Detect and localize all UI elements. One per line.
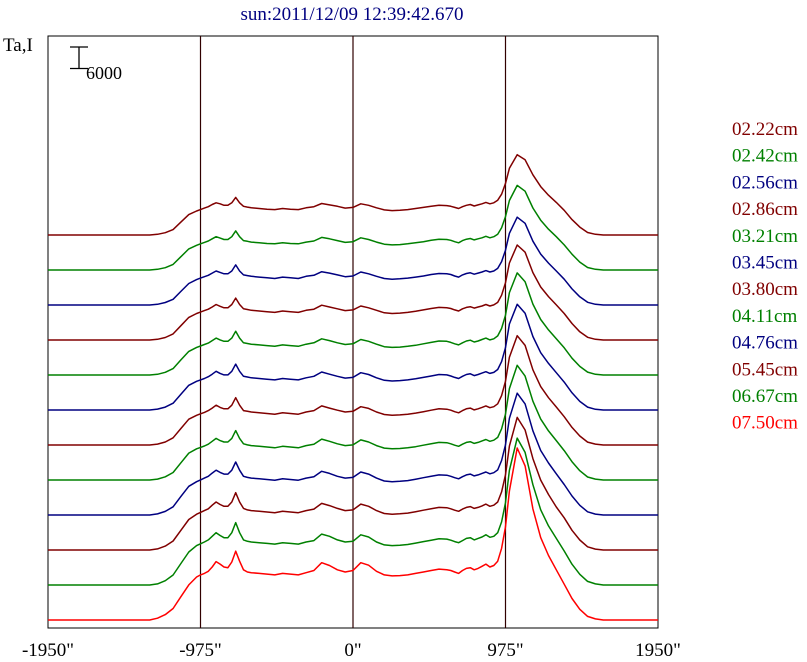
scale-bar-label: 6000 — [86, 63, 122, 83]
chart-title: sun:2011/12/09 12:39:42.670 — [240, 4, 463, 25]
series-line-05.45cm — [48, 416, 658, 551]
x-tick-labels: -1950" -975" 0" 975" 1950" — [22, 640, 681, 661]
legend-entry-03.80cm: 03.80cm — [732, 279, 798, 300]
x-tick-label-4: 1950" — [635, 640, 681, 661]
series-line-02.42cm — [48, 184, 658, 271]
legend-entry-06.67cm: 06.67cm — [732, 386, 798, 407]
series-line-06.67cm — [48, 437, 658, 586]
legend-entry-04.76cm: 04.76cm — [732, 333, 798, 354]
legend-entry-02.42cm: 02.42cm — [732, 146, 798, 167]
x-tick-label-3: 975" — [487, 640, 523, 661]
series-line-03.80cm — [48, 334, 658, 446]
y-axis-label: Ta,I — [3, 35, 33, 56]
scale-bar: 6000 — [70, 46, 122, 83]
x-tick-label-1: -975" — [179, 640, 222, 661]
legend-entry-02.22cm: 02.22cm — [732, 119, 798, 140]
legend-entry-02.56cm: 02.56cm — [732, 172, 798, 193]
legend-entry-04.11cm: 04.11cm — [732, 306, 797, 327]
legend-entry-02.86cm: 02.86cm — [732, 199, 798, 220]
x-tick-label-0: -1950" — [22, 640, 74, 661]
legend-entry-07.50cm: 07.50cm — [732, 413, 798, 434]
series-line-02.22cm — [48, 153, 658, 236]
series-line-04.76cm — [48, 392, 658, 516]
series-line-07.50cm — [48, 447, 658, 621]
x-tick-label-2: 0" — [344, 640, 361, 661]
series-line-02.86cm — [48, 244, 658, 341]
series-line-04.11cm — [48, 364, 658, 481]
series-layer — [48, 153, 658, 621]
legend-entry-03.21cm: 03.21cm — [732, 226, 798, 247]
legend: 02.22cm 02.42cm 02.56cm 02.86cm 03.21cm 03.45… — [732, 119, 798, 434]
legend-entry-03.45cm: 03.45cm — [732, 253, 798, 274]
series-line-02.56cm — [48, 216, 658, 306]
legend-entry-05.45cm: 05.45cm — [732, 359, 798, 380]
series-line-03.21cm — [48, 272, 658, 376]
series-line-03.45cm — [48, 303, 658, 411]
